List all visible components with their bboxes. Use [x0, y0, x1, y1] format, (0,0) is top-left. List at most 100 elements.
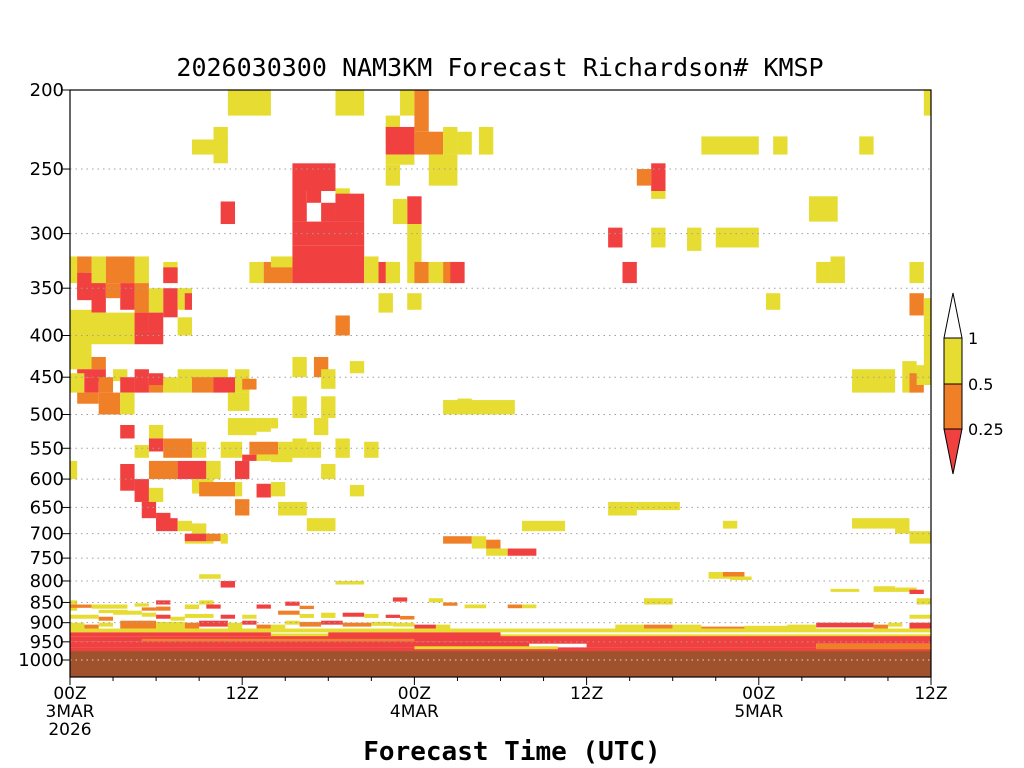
- heatmap-cell: [249, 261, 264, 284]
- heatmap-cell: [98, 392, 121, 415]
- heatmap-cell: [91, 604, 128, 609]
- heatmap-cell: [242, 454, 257, 461]
- heatmap-cell: [163, 267, 178, 284]
- x-tick-label: 4MAR: [390, 702, 439, 722]
- heatmap-cell: [98, 622, 114, 627]
- heatmap-cell: [156, 614, 171, 619]
- heatmap-cell: [120, 424, 135, 439]
- y-tick-label: 200: [30, 80, 64, 101]
- heatmap-cell: [507, 604, 523, 609]
- heatmap-cell: [292, 396, 307, 419]
- heatmap-cell: [292, 245, 365, 284]
- heatmap-cell: [364, 613, 379, 618]
- heatmap-cell: [335, 193, 365, 222]
- heatmap-cell: [227, 622, 243, 629]
- heatmap-cell: [70, 628, 931, 633]
- heatmap-cell: [342, 612, 365, 617]
- heatmap-cell: [278, 441, 293, 458]
- heatmap-cell: [299, 621, 322, 627]
- heatmap-cell: [486, 548, 508, 556]
- heatmap-cell: [371, 621, 393, 626]
- heatmap-cell: [830, 588, 860, 592]
- heatmap-cell: [644, 598, 673, 605]
- heatmap-cell: [321, 369, 336, 378]
- heatmap-cell: [148, 373, 164, 385]
- heatmap-cell: [70, 622, 85, 629]
- heatmap-cell: [141, 607, 157, 611]
- colorbar-label: 1: [968, 329, 978, 348]
- heatmap-cell: [77, 392, 99, 404]
- heatmap-cell: [443, 536, 472, 544]
- heatmap-cell: [507, 548, 537, 556]
- heatmap-cell: [342, 622, 372, 627]
- heatmap-cell: [651, 227, 666, 248]
- heatmap-cell: [730, 576, 752, 581]
- heatmap-cell: [414, 90, 429, 132]
- heatmap-cell: [141, 501, 157, 519]
- heatmap-cell: [156, 621, 185, 629]
- heatmap-cell: [191, 441, 207, 458]
- heatmap-cell: [364, 256, 379, 284]
- heatmap-cell: [385, 154, 415, 165]
- heatmap-cell: [478, 126, 494, 155]
- heatmap-cell: [450, 261, 465, 284]
- x-tick-label: 5MAR: [734, 702, 783, 722]
- heatmap-cell: [91, 283, 106, 313]
- heatmap-cell: [220, 201, 236, 225]
- heatmap-cell: [184, 613, 214, 618]
- heatmap-cell: [292, 438, 307, 458]
- heatmap-cell: [170, 616, 185, 621]
- heatmap-cell: [148, 424, 164, 439]
- heatmap-cell: [608, 501, 637, 516]
- heatmap-cell: [615, 624, 644, 629]
- heatmap-cell: [708, 572, 731, 579]
- heatmap-cell: [321, 464, 336, 480]
- heatmap-cell: [199, 620, 228, 627]
- heatmap-cell: [636, 169, 652, 186]
- heatmap-cell: [335, 188, 350, 197]
- heatmap-cell: [923, 317, 931, 370]
- colorbar-label: 0.5: [968, 375, 993, 394]
- x-tick-label: 3MAR: [46, 702, 95, 722]
- heatmap-cell: [256, 454, 271, 461]
- heatmap-cell: [134, 445, 149, 458]
- heatmap-cell: [349, 484, 365, 497]
- x-tick-label: 00Z: [53, 684, 86, 704]
- heatmap-cell: [306, 518, 336, 532]
- heatmap-cell: [70, 636, 931, 642]
- y-tick-label: 650: [30, 497, 64, 518]
- heatmap-cell: [177, 460, 207, 480]
- heatmap-cell: [191, 139, 228, 155]
- heatmap-cell: [443, 400, 515, 415]
- heatmap-cell: [457, 398, 472, 415]
- heatmap-cell: [242, 620, 257, 625]
- x-axis-title: Forecast Time (UTC): [363, 737, 660, 767]
- heatmap-cell: [916, 598, 931, 605]
- heatmap-cell: [105, 283, 121, 299]
- heatmap-cell: [321, 612, 336, 618]
- heatmap-cell: [191, 523, 207, 534]
- heatmap-cell: [220, 580, 236, 588]
- y-tick-label: 500: [30, 405, 64, 426]
- heatmap-cell: [378, 293, 393, 313]
- y-tick-label: 450: [30, 367, 64, 388]
- heatmap-cell: [235, 499, 250, 516]
- heatmap-cell: [909, 589, 924, 595]
- heatmap-cell: [220, 614, 236, 619]
- y-tick-label: 700: [30, 524, 64, 545]
- heatmap-cell: [285, 601, 300, 606]
- heatmap-cell: [141, 638, 415, 642]
- y-tick-label: 350: [30, 278, 64, 299]
- heatmap-cell: [328, 632, 501, 639]
- heatmap-cell: [765, 293, 781, 310]
- heatmap-cell: [163, 438, 192, 458]
- heatmap-cell: [586, 641, 817, 648]
- heatmap-cell: [227, 90, 271, 116]
- heatmap-cell: [299, 605, 314, 610]
- heatmap-cell: [120, 283, 135, 310]
- heatmap-cell: [70, 614, 99, 619]
- heatmap-cell: [400, 90, 415, 116]
- heatmap-cell: [191, 369, 228, 382]
- heatmap-cell: [148, 460, 178, 480]
